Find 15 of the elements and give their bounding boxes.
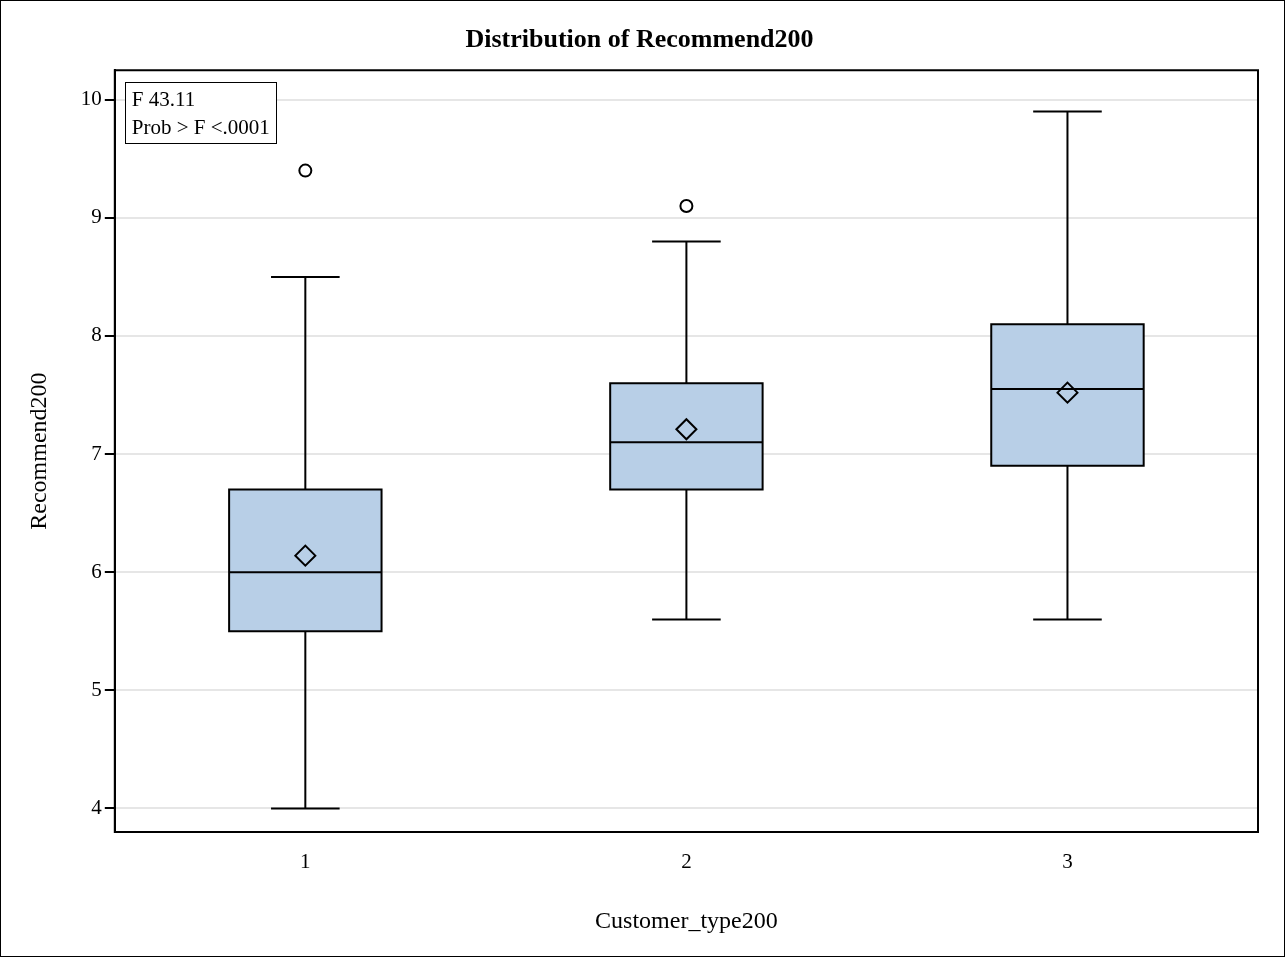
annotation: F 43.11 <box>131 86 197 114</box>
annotation: Prob > F <.0001 <box>131 114 270 142</box>
y-tick-label: 5 <box>91 676 102 701</box>
x-tick-label: 1 <box>300 849 311 874</box>
y-tick-label: 8 <box>91 322 102 347</box>
y-tick-label: 7 <box>91 440 102 465</box>
y-tick-label: 9 <box>91 204 102 229</box>
y-tick-label: 6 <box>91 558 102 583</box>
x-axis-title: Customer_type200 <box>595 906 778 933</box>
y-axis-title: Recommend200 <box>24 372 51 530</box>
y-tick-label: 10 <box>80 86 102 111</box>
chart-title: Distribution of Recommend200 <box>465 24 814 54</box>
x-tick-label: 2 <box>681 849 692 874</box>
y-tick-label: 4 <box>91 794 103 819</box>
x-tick-label: 3 <box>1062 849 1073 874</box>
